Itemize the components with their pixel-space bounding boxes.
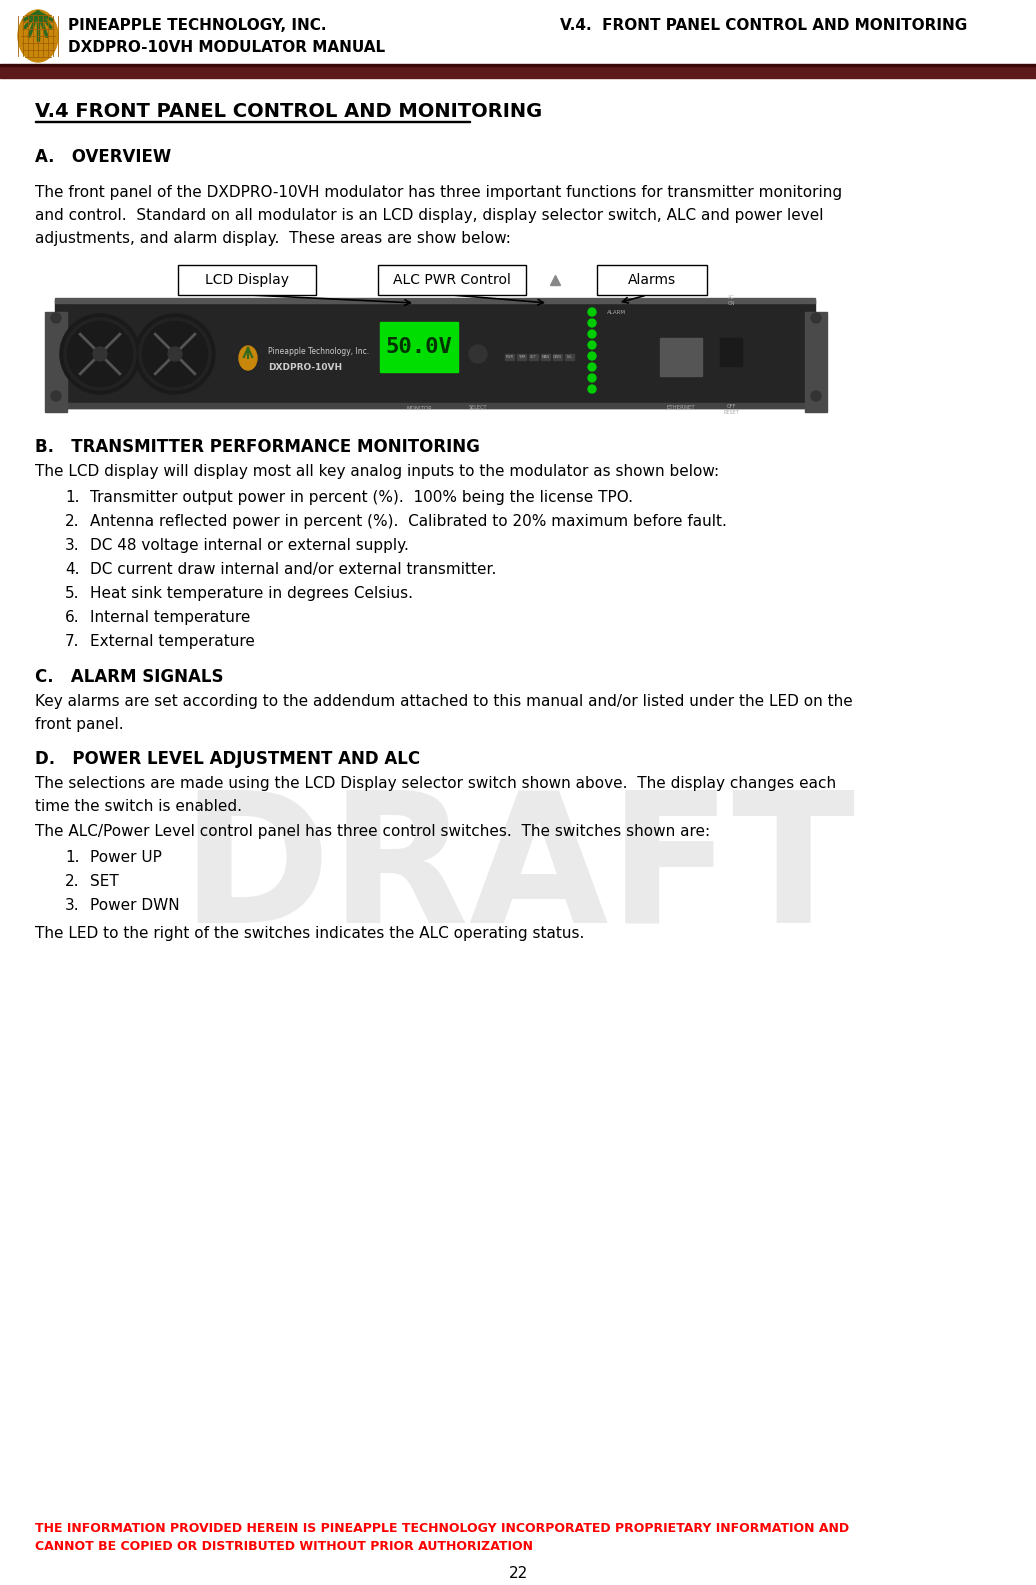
- Text: The selections are made using the LCD Display selector switch shown above.  The : The selections are made using the LCD Di…: [35, 777, 836, 813]
- Bar: [55, 300, 815, 407]
- Bar: [0, 63, 1036, 67]
- Text: D.   POWER LEVEL ADJUSTMENT AND ALC: D. POWER LEVEL ADJUSTMENT AND ALC: [35, 750, 421, 769]
- Text: Key alarms are set according to the addendum attached to this manual and/or list: Key alarms are set according to the adde…: [35, 694, 853, 732]
- FancyBboxPatch shape: [178, 265, 316, 295]
- Text: DC current draw internal and/or external transmitter.: DC current draw internal and/or external…: [90, 563, 496, 577]
- Text: 2.: 2.: [65, 514, 80, 529]
- Bar: [380, 322, 458, 372]
- Text: DC 48 voltage internal or external supply.: DC 48 voltage internal or external suppl…: [90, 537, 409, 553]
- Circle shape: [588, 341, 596, 349]
- Text: Internal temperature: Internal temperature: [90, 610, 251, 624]
- Text: Pineapple Technology, Inc.: Pineapple Technology, Inc.: [268, 347, 369, 357]
- Bar: [541, 353, 550, 360]
- Bar: [55, 298, 815, 303]
- Text: LVL: LVL: [567, 355, 573, 358]
- Bar: [45, 312, 67, 412]
- Bar: [553, 353, 562, 360]
- Text: DXDPRO-10VH: DXDPRO-10VH: [268, 363, 342, 372]
- Text: SET: SET: [530, 355, 537, 358]
- Circle shape: [60, 314, 140, 395]
- Text: 50.0V: 50.0V: [385, 338, 453, 357]
- Bar: [529, 353, 538, 360]
- Text: MONITOR: MONITOR: [406, 406, 432, 411]
- Circle shape: [588, 330, 596, 338]
- Circle shape: [51, 312, 61, 323]
- Ellipse shape: [18, 10, 58, 62]
- Text: C.   ALARM SIGNALS: C. ALARM SIGNALS: [35, 667, 224, 686]
- Text: Power DWN: Power DWN: [90, 899, 179, 913]
- Bar: [517, 353, 526, 360]
- Text: The LED to the right of the switches indicates the ALC operating status.: The LED to the right of the switches ind…: [35, 926, 584, 941]
- Bar: [565, 353, 574, 360]
- Bar: [805, 312, 827, 412]
- Ellipse shape: [239, 346, 257, 369]
- Text: Transmitter output power in percent (%).  100% being the license TPO.: Transmitter output power in percent (%).…: [90, 490, 633, 506]
- Bar: [505, 353, 514, 360]
- Text: TMR: TMR: [518, 355, 525, 358]
- Text: MAN: MAN: [542, 355, 549, 358]
- Text: 1.: 1.: [65, 850, 80, 865]
- Circle shape: [168, 347, 182, 361]
- Text: DRAFT: DRAFT: [180, 785, 856, 961]
- Text: A.   OVERVIEW: A. OVERVIEW: [35, 147, 171, 166]
- FancyBboxPatch shape: [378, 265, 526, 295]
- Bar: [55, 403, 815, 407]
- Text: DXDPRO-10VH MODULATOR MANUAL: DXDPRO-10VH MODULATOR MANUAL: [68, 40, 385, 55]
- Text: 7.: 7.: [65, 634, 80, 648]
- Text: SELECT: SELECT: [468, 406, 487, 411]
- Bar: [660, 338, 702, 376]
- Text: 5.: 5.: [65, 586, 80, 601]
- Text: Power UP: Power UP: [90, 850, 162, 865]
- Text: PWR: PWR: [506, 355, 514, 358]
- Text: 4.: 4.: [65, 563, 80, 577]
- Circle shape: [93, 347, 107, 361]
- Text: Antenna reflected power in percent (%).  Calibrated to 20% maximum before fault.: Antenna reflected power in percent (%). …: [90, 514, 727, 529]
- Text: V.4 FRONT PANEL CONTROL AND MONITORING: V.4 FRONT PANEL CONTROL AND MONITORING: [35, 101, 542, 120]
- Text: SET: SET: [90, 873, 119, 889]
- Circle shape: [588, 352, 596, 360]
- Text: AC
ON: AC ON: [727, 295, 735, 306]
- Text: ALC PWR Control: ALC PWR Control: [393, 273, 511, 287]
- Text: THE INFORMATION PROVIDED HEREIN IS PINEAPPLE TECHNOLOGY INCORPORATED PROPRIETARY: THE INFORMATION PROVIDED HEREIN IS PINEA…: [35, 1522, 850, 1553]
- Text: PINEAPPLE TECHNOLOGY, INC.: PINEAPPLE TECHNOLOGY, INC.: [68, 17, 326, 33]
- Text: The ALC/Power Level control panel has three control switches.  The switches show: The ALC/Power Level control panel has th…: [35, 824, 710, 838]
- Text: ALARM: ALARM: [607, 311, 626, 315]
- Circle shape: [588, 363, 596, 371]
- Circle shape: [588, 307, 596, 315]
- Text: The front panel of the DXDPRO-10VH modulator has three important functions for t: The front panel of the DXDPRO-10VH modul…: [35, 185, 842, 246]
- Text: DWN: DWN: [553, 355, 562, 358]
- Text: External temperature: External temperature: [90, 634, 255, 648]
- Text: 22: 22: [509, 1566, 527, 1580]
- Text: B.   TRANSMITTER PERFORMANCE MONITORING: B. TRANSMITTER PERFORMANCE MONITORING: [35, 437, 480, 456]
- Bar: [0, 65, 1036, 78]
- Bar: [720, 338, 742, 366]
- Circle shape: [135, 314, 215, 395]
- Circle shape: [588, 319, 596, 327]
- Circle shape: [811, 391, 821, 401]
- Text: LCD Display: LCD Display: [205, 273, 289, 287]
- Circle shape: [811, 312, 821, 323]
- Circle shape: [588, 374, 596, 382]
- FancyBboxPatch shape: [597, 265, 707, 295]
- Circle shape: [51, 391, 61, 401]
- Text: 1.: 1.: [65, 490, 80, 506]
- Text: The LCD display will display most all key analog inputs to the modulator as show: The LCD display will display most all ke…: [35, 464, 719, 479]
- Text: Alarms: Alarms: [628, 273, 677, 287]
- Text: OFF
RESET: OFF RESET: [723, 404, 739, 415]
- Text: Heat sink temperature in degrees Celsius.: Heat sink temperature in degrees Celsius…: [90, 586, 413, 601]
- Text: 6.: 6.: [65, 610, 80, 624]
- Text: 2.: 2.: [65, 873, 80, 889]
- Text: ETHERNET: ETHERNET: [667, 406, 695, 411]
- Text: 3.: 3.: [65, 899, 80, 913]
- Circle shape: [588, 385, 596, 393]
- Circle shape: [469, 346, 487, 363]
- Text: V.4.  FRONT PANEL CONTROL AND MONITORING: V.4. FRONT PANEL CONTROL AND MONITORING: [560, 17, 968, 33]
- Text: 3.: 3.: [65, 537, 80, 553]
